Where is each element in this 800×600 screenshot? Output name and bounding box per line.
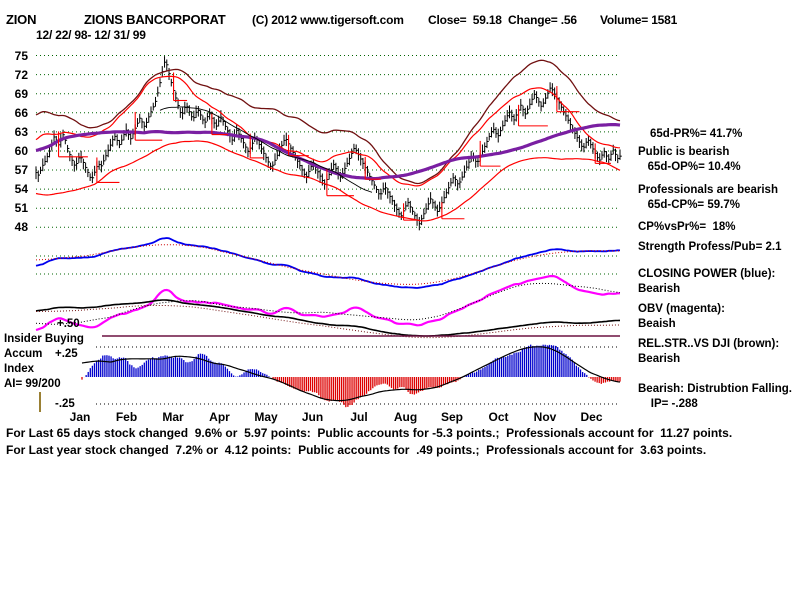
month-label-nov: Nov: [533, 410, 557, 424]
footer-line-65day: For Last 65 days stock changed 9.6% or 5…: [6, 426, 733, 440]
month-label-mar: Mar: [162, 410, 184, 424]
strength-ratio: Strength Profess/Pub= 2.1: [638, 241, 782, 253]
month-label-jan: Jan: [69, 410, 91, 424]
y-tick-label: 75: [14, 48, 28, 63]
ai-plus25-tick: +.25: [55, 348, 78, 360]
public-sentiment: Public is bearish: [638, 146, 730, 158]
ip-value: IP= -.288: [638, 398, 698, 410]
ai-minus25-tick: -.25: [55, 398, 75, 410]
y-tick-label: 51: [14, 201, 28, 216]
month-label-aug: Aug: [393, 410, 418, 424]
month-label-jul: Jul: [350, 410, 368, 424]
op-percent: 65d-OP%= 10.4%: [638, 161, 741, 173]
accum-label: Accum: [4, 348, 43, 360]
verdict-text: Bearish: Distrubtion Falling.: [638, 383, 792, 395]
y-tick-label: 57: [14, 163, 28, 178]
month-label-jun: Jun: [301, 410, 324, 424]
cp-vs-pr: CP%vsPr%= 18%: [638, 221, 736, 233]
y-tick-label: 63: [14, 124, 28, 139]
footer-line-year: For Last year stock changed 7.2% or 4.12…: [6, 443, 707, 457]
y-tick-label: 66: [14, 105, 28, 120]
month-label-sep: Sep: [440, 410, 463, 424]
month-label-dec: Dec: [580, 410, 603, 424]
volume: Volume= 1581: [600, 13, 678, 27]
closing-power-title: CLOSING POWER (blue):: [638, 268, 776, 280]
close-price: Close= 59.18: [428, 13, 502, 27]
y-tick-label: 72: [14, 67, 28, 82]
copyright-text: (C) 2012 www.tigersoft.com: [252, 13, 404, 27]
y-tick-label: 54: [14, 182, 28, 197]
stop-level-segments: [57, 72, 611, 221]
month-label-oct: Oct: [488, 410, 509, 424]
relstr-state: Bearish: [638, 353, 681, 365]
index-label: Index: [4, 363, 35, 375]
company-name: ZIONS BANCORPORAT: [84, 12, 226, 27]
y-tick-label: 48: [14, 220, 28, 235]
prof-sentiment: Professionals are bearish: [638, 184, 778, 196]
pr-percent: 65d-PR%= 41.7%: [650, 128, 743, 140]
ai-value-label: AI= 99/200: [4, 378, 61, 390]
ticker-symbol: ZION: [6, 12, 37, 27]
month-label-apr: Apr: [209, 410, 230, 424]
ai-plus50-tick: +.50: [57, 318, 80, 330]
obv-state: Beaish: [638, 318, 676, 330]
closing-power-state: Bearish: [638, 283, 681, 295]
obv-title: OBV (magenta):: [638, 303, 725, 315]
relstr-title: REL.STR..VS DJI (brown):: [638, 338, 780, 350]
y-tick-label: 69: [14, 86, 28, 101]
month-label-feb: Feb: [115, 410, 138, 424]
y-tick-label: 60: [14, 143, 28, 158]
accumulation-histogram: [81, 344, 621, 408]
cp-percent: 65d-CP%= 59.7%: [638, 199, 740, 211]
insider-buying-label: Insider Buying: [4, 333, 84, 345]
price-change: Change= .56: [508, 13, 577, 27]
date-range: 12/ 22/ 98- 12/ 31/ 99: [36, 28, 146, 42]
month-label-may: May: [254, 410, 278, 424]
